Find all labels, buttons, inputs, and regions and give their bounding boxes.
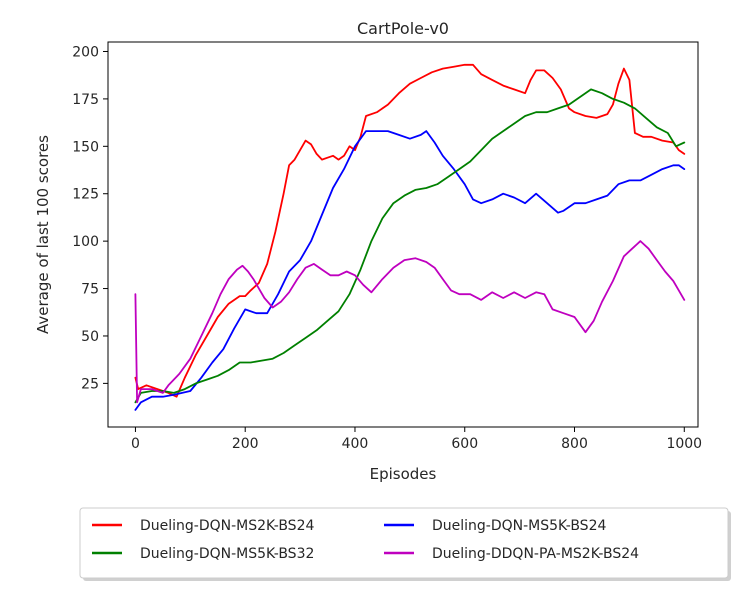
legend-label-1: Dueling-DQN-MS2K-BS24 [140, 518, 314, 534]
series-line-1 [134, 63, 686, 398]
legend-label-2: Dueling-DQN-MS5K-BS24 [432, 518, 606, 534]
y-axis-title: Average of last 100 scores [34, 135, 52, 334]
legend: Dueling-DQN-MS2K-BS24 Dueling-DQN-MS5K-BS… [79, 507, 731, 581]
plot-frame [107, 41, 699, 428]
x-tick-label: 400 [342, 436, 369, 452]
series-layer [134, 63, 686, 411]
legend-box [79, 507, 729, 579]
chart-title: CartPole-v0 [357, 19, 449, 38]
x-tick-label: 600 [451, 436, 478, 452]
y-axis: 25 50 75 100 125 150 175 200 [72, 44, 108, 392]
y-tick-label: 200 [72, 44, 99, 60]
y-tick-label: 125 [72, 187, 99, 203]
y-tick-label: 25 [81, 376, 99, 392]
x-axis: 0 200 400 600 800 1000 [131, 427, 702, 452]
x-tick-label: 1000 [666, 436, 702, 452]
y-tick-label: 175 [72, 92, 99, 108]
x-axis-title: Episodes [370, 465, 437, 483]
x-tick-label: 200 [232, 436, 259, 452]
y-tick-label: 50 [81, 329, 99, 345]
y-tick-label: 100 [72, 234, 99, 250]
x-tick-label: 800 [561, 436, 588, 452]
series-line-2 [134, 130, 686, 411]
series-line-3 [134, 88, 686, 404]
y-tick-label: 150 [72, 139, 99, 155]
legend-label-4: Dueling-DDQN-PA-MS2K-BS24 [432, 546, 639, 562]
series-line-4 [134, 240, 686, 404]
y-tick-label: 75 [81, 282, 99, 298]
legend-label-3: Dueling-DQN-MS5K-BS32 [140, 546, 314, 562]
x-tick-label: 0 [131, 436, 140, 452]
